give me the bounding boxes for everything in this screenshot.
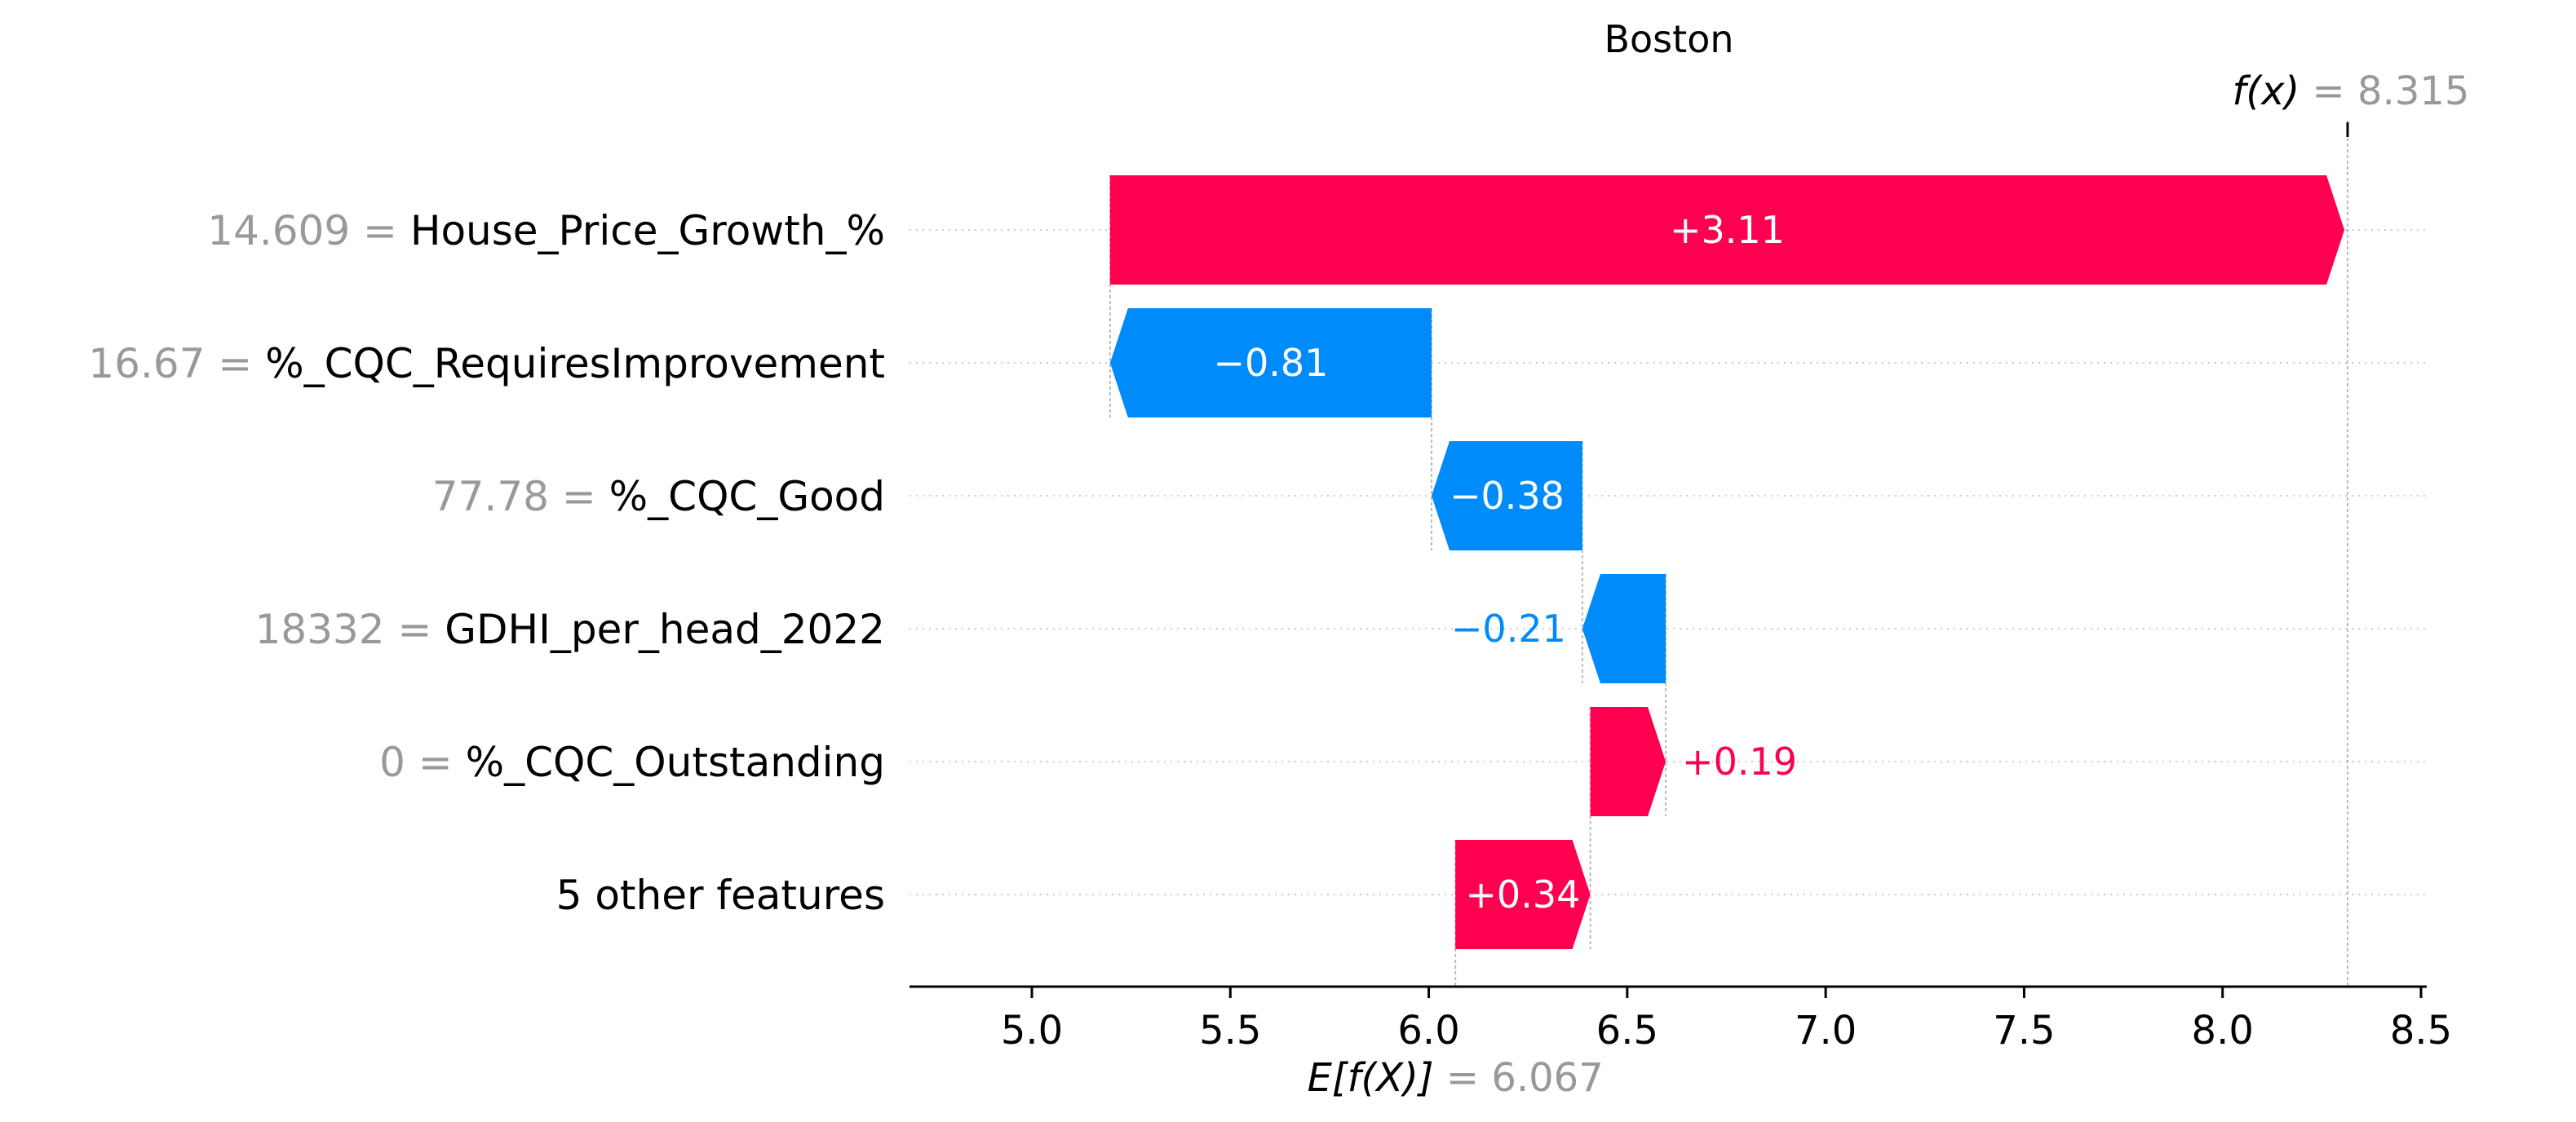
bar-5 [1455, 840, 1591, 949]
bar-4 [1590, 707, 1666, 816]
output-value-number: = 8.315 [2313, 68, 2470, 114]
x-axis: 5.0 5.5 6.0 6.5 7.0 7.5 8.0 8.5 [910, 985, 2452, 1054]
feature-value-0: 14.609 = [207, 207, 397, 254]
x-tick-label-7: 8.5 [2390, 1008, 2452, 1054]
x-tick-label-2: 6.0 [1397, 1008, 1459, 1054]
output-value-symbol: f(x) [2233, 68, 2300, 114]
bar-label-4: +0.19 [1682, 740, 1797, 784]
base-value-number: = 6.067 [1446, 1055, 1604, 1101]
feature-label-2: 77.78 = %_CQC_Good [432, 473, 885, 520]
feature-label-1: 16.67 = %_CQC_RequiresImprovement [88, 340, 885, 387]
base-value-symbol: E[f(X)] [1308, 1055, 1434, 1101]
value-annotations: E[f(X)] = 6.067 f(x) = 8.315 [1308, 68, 2470, 1101]
bar-3 [1582, 574, 1666, 683]
bar-2 [1431, 441, 1582, 550]
feature-value-4: 0 = [379, 739, 453, 786]
feature-name-2: %_CQC_Good [609, 473, 885, 520]
bar-label-2: −0.38 [1450, 474, 1565, 518]
feature-label-5: 5 other features [556, 872, 885, 919]
bar-0 [1109, 175, 2345, 285]
feature-label-0: 14.609 = House_Price_Growth_% [207, 207, 885, 254]
contribution-bars: +3.11 −0.81 −0.38 −0.21 +0.19 +0.34 [1109, 175, 2345, 949]
feature-labels: 14.609 = House_Price_Growth_% 16.67 = %_C… [88, 207, 885, 919]
bar-1 [1109, 308, 1432, 417]
x-tick-label-3: 6.5 [1596, 1008, 1658, 1054]
feature-name-5: 5 other features [556, 872, 885, 919]
bar-label-0: +3.11 [1670, 208, 1785, 252]
x-tick-label-4: 7.0 [1795, 1008, 1857, 1054]
output-value-annotation: f(x) = 8.315 [2233, 68, 2470, 114]
feature-value-3: 18332 = [255, 606, 432, 653]
feature-name-1: %_CQC_RequiresImprovement [265, 340, 885, 387]
feature-label-3: 18332 = GDHI_per_head_2022 [255, 606, 886, 653]
x-tick-label-0: 5.0 [1001, 1008, 1063, 1054]
bar-label-5: +0.34 [1465, 872, 1580, 917]
chart-title: Boston [1604, 17, 1733, 61]
feature-value-2: 77.78 = [432, 473, 596, 520]
x-tick-label-1: 5.5 [1199, 1008, 1261, 1054]
base-value-annotation: E[f(X)] = 6.067 [1308, 1055, 1604, 1101]
bar-label-1: −0.81 [1213, 341, 1328, 385]
feature-name-4: %_CQC_Outstanding [466, 739, 885, 786]
x-tick-label-6: 8.0 [2192, 1008, 2254, 1054]
feature-value-1: 16.67 = [88, 340, 252, 387]
feature-name-3: GDHI_per_head_2022 [445, 606, 885, 653]
feature-label-4: 0 = %_CQC_Outstanding [379, 739, 885, 786]
x-tick-label-5: 7.5 [1993, 1008, 2055, 1054]
feature-name-0: House_Price_Growth_% [410, 207, 885, 254]
bar-label-3: −0.21 [1451, 607, 1566, 651]
